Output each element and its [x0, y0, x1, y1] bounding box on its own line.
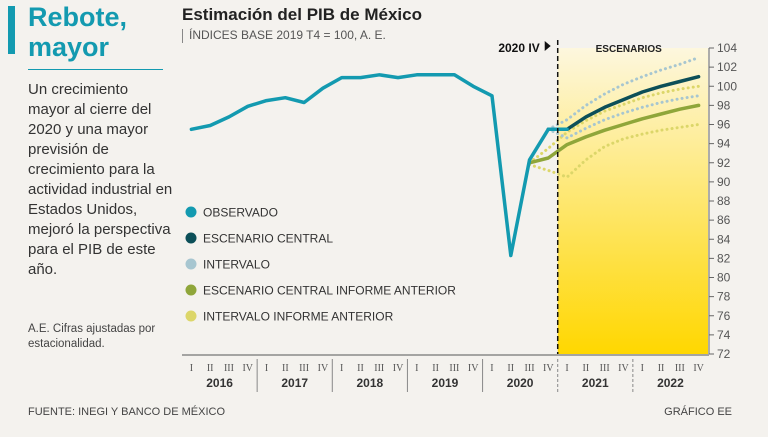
- x-quarter-label: I: [490, 363, 493, 374]
- series-line-intervalo: [546, 56, 701, 131]
- series-line-escenario-central: [546, 74, 701, 132]
- y-tick-label: 104: [717, 41, 737, 55]
- x-quarter-label: III: [600, 363, 610, 374]
- series-line-intervalo-low: [546, 94, 701, 140]
- x-quarter-label: II: [207, 363, 214, 374]
- x-quarter-label: III: [299, 363, 309, 374]
- y-tick-label: 94: [717, 137, 731, 151]
- y-tick-label: 78: [717, 290, 731, 304]
- legend-swatch: [185, 206, 197, 218]
- y-tick-label: 76: [717, 309, 731, 323]
- y-tick-label: 80: [717, 271, 731, 285]
- subtitle-divider: [182, 28, 183, 43]
- x-year-label: 2020: [507, 376, 534, 390]
- x-quarter-label: III: [675, 363, 685, 374]
- x-quarter-label: IV: [393, 363, 404, 374]
- x-year-label: 2022: [657, 376, 684, 390]
- x-quarter-label: I: [265, 363, 268, 374]
- x-quarter-label: II: [282, 363, 289, 374]
- headline: Rebote, mayor: [28, 2, 127, 62]
- legend-label: INTERVALO INFORME ANTERIOR: [203, 310, 394, 324]
- headline-accent-bar: [8, 6, 15, 54]
- x-quarter-label: III: [374, 363, 384, 374]
- x-quarter-label: I: [415, 363, 418, 374]
- x-quarter-label: I: [641, 363, 644, 374]
- x-quarter-label: IV: [318, 363, 329, 374]
- x-quarter-label: III: [224, 363, 234, 374]
- graphic-credit: GRÁFICO EE: [664, 406, 732, 418]
- x-quarter-label: I: [340, 363, 343, 374]
- x-quarter-label: III: [525, 363, 535, 374]
- legend-swatch: [185, 232, 197, 244]
- x-quarter-label: IV: [618, 363, 629, 374]
- x-quarter-label: II: [507, 363, 514, 374]
- x-quarter-label: IV: [693, 363, 704, 374]
- y-tick-label: 92: [717, 156, 731, 170]
- x-quarter-label: I: [190, 363, 193, 374]
- legend-label: ESCENARIO CENTRAL: [203, 232, 333, 246]
- x-quarter-label: I: [565, 363, 568, 374]
- y-tick-label: 100: [717, 79, 737, 93]
- headline-line-1: Rebote,: [28, 2, 128, 32]
- y-tick-label: 96: [717, 118, 731, 132]
- legend-swatch: [185, 310, 197, 322]
- x-quarter-label: II: [583, 363, 590, 374]
- chart-subtitle-text: ÍNDICES BASE 2019 T4 = 100, A. E.: [189, 28, 386, 42]
- body-text: Un crecimiento mayor al cierre del 2020 …: [28, 81, 173, 278]
- x-quarter-label: IV: [543, 363, 554, 374]
- x-quarter-label: III: [449, 363, 459, 374]
- headline-rule: [28, 69, 163, 70]
- marker-label: 2020 IV: [498, 41, 539, 55]
- footnote: A.E. Cifras ajustadas por estacionalidad…: [28, 323, 156, 350]
- legend-label: OBSERVADO: [203, 206, 278, 220]
- x-quarter-label: II: [432, 363, 439, 374]
- legend-label: ESCENARIO CENTRAL INFORME ANTERIOR: [203, 284, 456, 298]
- legend-label: INTERVALO: [203, 258, 270, 272]
- x-quarter-label: IV: [468, 363, 479, 374]
- x-quarter-label: IV: [242, 363, 253, 374]
- y-tick-label: 72: [717, 347, 731, 361]
- scenarios-label: ESCENARIOS: [596, 44, 662, 55]
- y-tick-label: 84: [717, 232, 731, 246]
- y-tick-label: 102: [717, 60, 737, 74]
- y-tick-label: 88: [717, 194, 731, 208]
- x-quarter-label: II: [357, 363, 364, 374]
- y-tick-label: 98: [717, 98, 731, 112]
- x-year-label: 2017: [281, 376, 308, 390]
- y-tick-label: 90: [717, 175, 731, 189]
- y-tick-label: 74: [717, 328, 731, 342]
- chart-subtitle: ÍNDICES BASE 2019 T4 = 100, A. E.: [182, 28, 386, 43]
- y-tick-label: 82: [717, 251, 731, 265]
- forecast-shading: [557, 48, 708, 354]
- x-year-label: 2021: [582, 376, 609, 390]
- x-year-label: 2018: [357, 376, 384, 390]
- x-year-label: 2016: [206, 376, 233, 390]
- series-line-intervalo-anterior-low: [528, 123, 701, 179]
- series-line-escenario-central-informe-anterior: [527, 103, 701, 165]
- headline-line-2: mayor: [28, 32, 110, 62]
- source-note: FUENTE: INEGI Y BANCO DE MÉXICO: [28, 406, 226, 418]
- y-tick-label: 86: [717, 213, 731, 227]
- x-quarter-label: II: [658, 363, 665, 374]
- chart-title: Estimación del PIB de México: [182, 5, 422, 24]
- marker-arrow-icon: [544, 41, 551, 51]
- x-year-label: 2019: [432, 376, 459, 390]
- legend-swatch: [185, 284, 197, 296]
- legend-swatch: [185, 258, 197, 270]
- series-line-observado: [189, 73, 569, 258]
